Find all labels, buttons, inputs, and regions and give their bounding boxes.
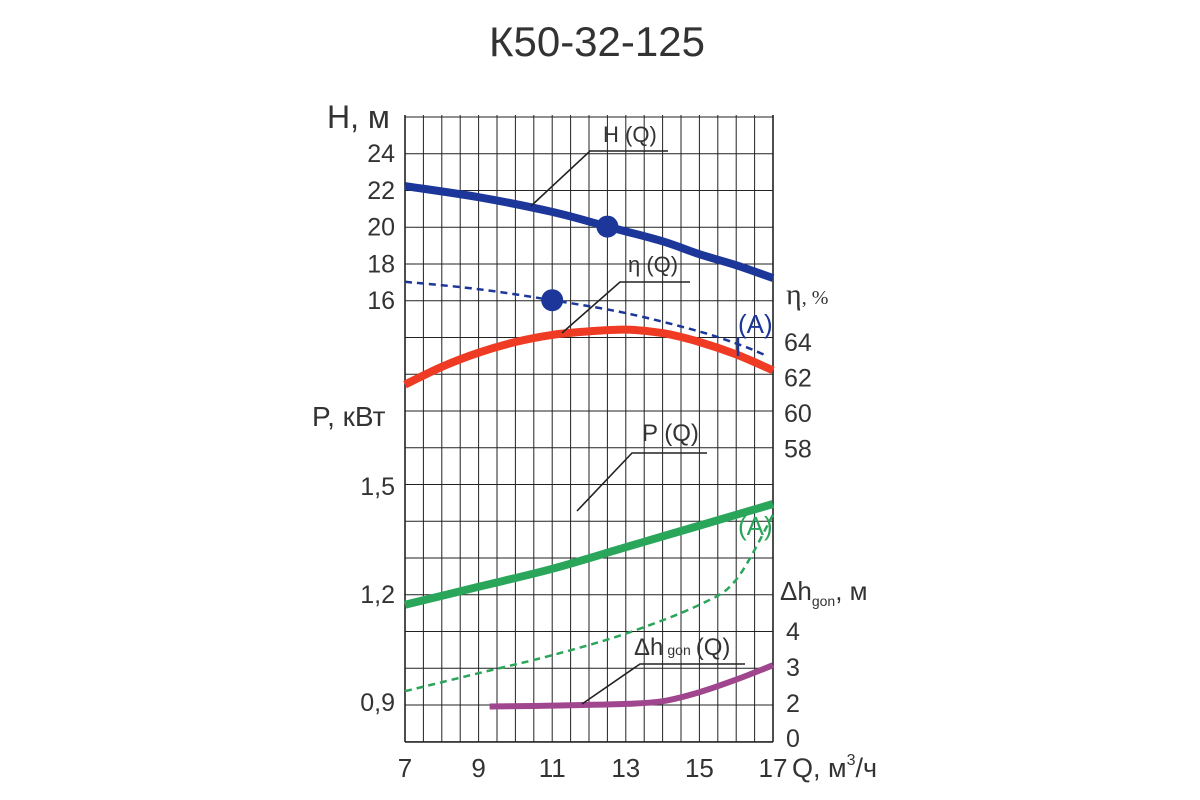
h-axis-title: H, м	[327, 99, 390, 135]
npsh-axis-title: Δhgon, м	[780, 576, 868, 609]
eta-curve-label: η (Q)	[628, 252, 678, 277]
h-tick-label: 18	[367, 250, 395, 278]
series-line-eta-solid	[403, 325, 775, 389]
h-tick-label: 24	[367, 140, 395, 168]
series-line-p-solid	[404, 500, 775, 609]
operating-point-marker	[596, 215, 619, 238]
npsh-tick-label: 0	[786, 725, 800, 753]
eta-tick-label: 58	[784, 436, 812, 464]
npsh-tick-label: 4	[786, 618, 800, 646]
x-axis-title: Q, м3/ч	[792, 752, 877, 783]
p-tick-label: 0,6	[360, 797, 395, 800]
h-tick-label: 20	[367, 214, 395, 242]
x-tick-label: 15	[685, 753, 714, 783]
npsh-label-leader	[581, 663, 745, 705]
a-label-blue: (A)	[738, 309, 773, 339]
p-tick-label: 1,2	[360, 581, 395, 609]
eta-tick-label: 62	[784, 365, 812, 393]
x-tick-label: 13	[611, 753, 640, 783]
p-tick-label: 0,9	[360, 689, 395, 717]
p-tick-label: 1,5	[360, 473, 395, 501]
series-line-p-dashed	[404, 514, 775, 693]
a-label-green: (A)	[738, 511, 773, 541]
npsh-tick-label: 3	[786, 654, 800, 682]
h-tick-label: 16	[367, 287, 395, 315]
x-tick-label: 9	[471, 753, 485, 783]
p-axis-title: P, кВт	[312, 401, 386, 432]
chart-title: К50-32-125	[489, 18, 705, 65]
x-tick-label: 7	[398, 753, 412, 783]
curve-annotations: H (Q) η (Q) P (Q) Δh gon (Q) (A) (A)	[530, 122, 773, 705]
npsh-tick-label: 2	[786, 690, 800, 718]
h-label-leader	[530, 150, 668, 207]
p-label-leader	[576, 452, 707, 512]
series-line-npsh-solid	[489, 662, 775, 710]
eta-label-leader	[561, 281, 690, 334]
x-tick-label: 11	[539, 753, 566, 783]
series-line-h-solid	[404, 182, 775, 282]
chart-series	[403, 182, 775, 710]
h-curve-label: H (Q)	[603, 122, 657, 147]
series-line-h-dashed	[404, 280, 767, 357]
eta-tick-label: 64	[784, 329, 812, 357]
p-curve-label: P (Q)	[642, 420, 699, 447]
x-tick-label: 17	[759, 753, 788, 783]
eta-axis-title: η, %	[786, 278, 828, 311]
tick-labels: 791113151724222018161,51,20,90,664626058…	[360, 140, 812, 800]
h-tick-label: 22	[367, 177, 395, 205]
npsh-curve-label: Δh gon (Q)	[634, 634, 730, 661]
operating-point-marker	[541, 289, 564, 312]
eta-tick-label: 60	[784, 400, 812, 428]
